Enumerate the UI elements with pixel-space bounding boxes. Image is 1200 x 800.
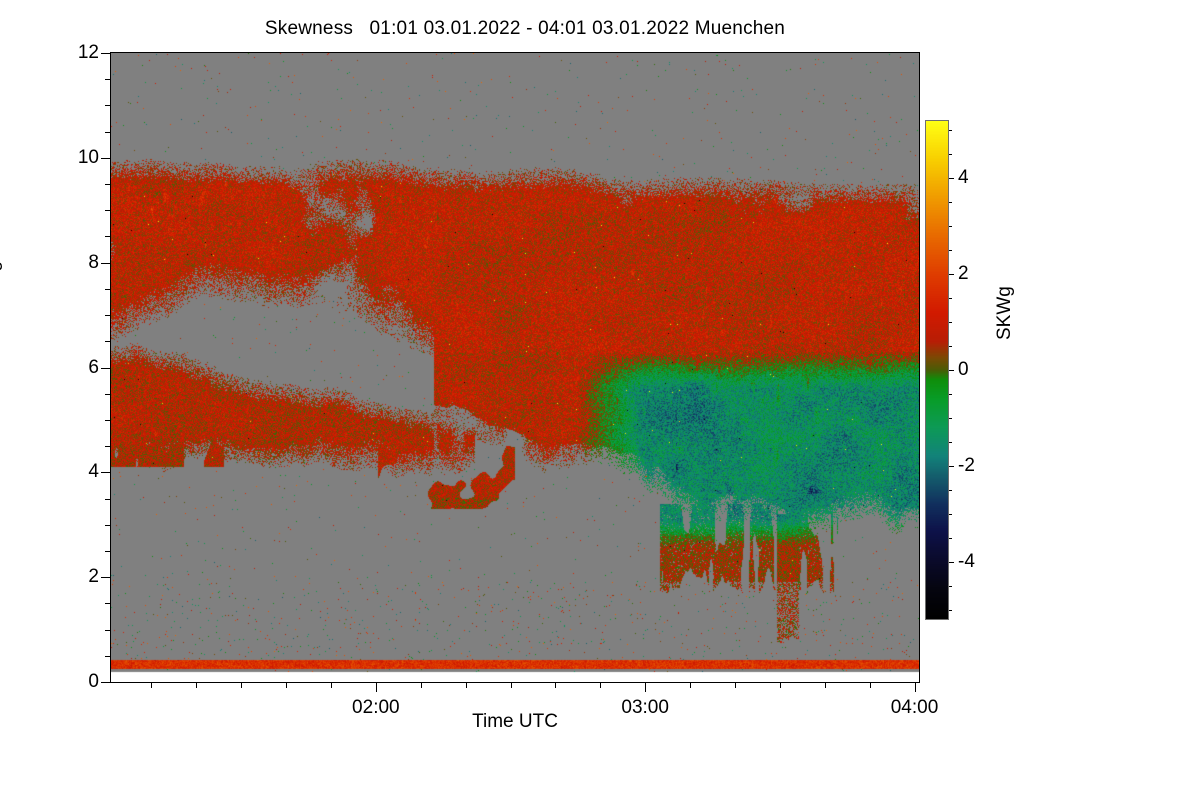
x-tick-minor (734, 683, 736, 688)
y-tick-minor (105, 288, 110, 290)
colorbar-tick-label: 0 (958, 359, 969, 380)
y-tick-minor (105, 236, 110, 238)
y-tick-minor (105, 524, 110, 526)
y-tick-minor (105, 341, 110, 343)
y-tick-major (101, 367, 110, 369)
x-tick-minor (690, 683, 692, 688)
y-tick-minor (105, 446, 110, 448)
y-axis-label: Height km (0, 214, 3, 300)
colorbar[interactable] (925, 120, 949, 620)
x-tick-minor (869, 683, 871, 688)
x-tick-minor (241, 683, 243, 688)
y-tick-minor (105, 603, 110, 605)
y-tick-major (101, 577, 110, 579)
y-tick-label: 8 (88, 251, 99, 273)
colorbar-tick-minor (949, 418, 952, 420)
x-tick-minor (555, 683, 557, 688)
x-tick-label: 02:00 (352, 697, 400, 718)
x-tick-minor (824, 683, 826, 688)
colorbar-tick-major (949, 177, 954, 179)
y-tick-minor (105, 419, 110, 421)
x-tick-minor (420, 683, 422, 688)
y-tick-minor (105, 131, 110, 133)
colorbar-tick-minor (949, 538, 952, 540)
colorbar-tick-label: 2 (958, 262, 969, 284)
y-tick-minor (105, 629, 110, 631)
x-tick-minor (286, 683, 288, 688)
x-tick-major (914, 683, 916, 692)
x-tick-major (375, 683, 377, 692)
skewness-heatmap-canvas (111, 53, 919, 682)
x-tick-minor (510, 683, 512, 688)
y-tick-major (101, 682, 110, 683)
page-title: Skewness 01:01 03.01.2022 - 04:01 03.01.… (264, 18, 786, 39)
y-tick-label: 2 (88, 566, 99, 588)
colorbar-label: SKWg (994, 286, 1015, 340)
x-tick-major (645, 683, 647, 692)
colorbar-tick-major (949, 466, 954, 468)
y-tick-minor (105, 498, 110, 500)
y-tick-minor (105, 184, 110, 186)
x-axis-label: Time UTC (472, 711, 558, 732)
y-tick-minor (105, 550, 110, 552)
colorbar-tick-minor (949, 249, 952, 251)
y-tick-minor (105, 393, 110, 395)
y-tick-label: 4 (88, 461, 99, 483)
y-tick-label: 6 (88, 356, 99, 378)
colorbar-tick-minor (949, 490, 952, 492)
x-tick-label: 04:00 (890, 697, 939, 718)
colorbar-gradient (926, 121, 948, 619)
y-tick-minor (105, 655, 110, 657)
colorbar-tick-minor (949, 201, 952, 203)
x-tick-minor (465, 683, 467, 688)
colorbar-tick-label: -4 (958, 551, 975, 573)
x-tick-label: 03:00 (621, 697, 669, 718)
y-tick-major (101, 472, 110, 474)
colorbar-tick-minor (949, 321, 952, 323)
heatmap-plot-area[interactable] (110, 52, 920, 683)
y-tick-label: 10 (77, 146, 99, 168)
colorbar-tick-minor (949, 514, 952, 516)
colorbar-tick-minor (949, 610, 952, 612)
colorbar-tick-major (949, 273, 954, 275)
y-tick-minor (105, 105, 110, 107)
y-tick-minor (105, 210, 110, 212)
colorbar-tick-major (949, 562, 954, 564)
colorbar-tick-minor (949, 129, 952, 131)
y-tick-major (101, 157, 110, 159)
x-tick-minor (151, 683, 153, 688)
y-tick-major (101, 262, 110, 264)
y-tick-label: 12 (77, 42, 99, 63)
x-tick-minor (600, 683, 602, 688)
y-tick-major (101, 53, 110, 54)
colorbar-tick-minor (949, 586, 952, 588)
colorbar-tick-label: 4 (958, 166, 969, 188)
x-tick-minor (330, 683, 332, 688)
colorbar-tick-label: -2 (958, 455, 975, 477)
y-tick-minor (105, 315, 110, 317)
colorbar-tick-minor (949, 345, 952, 347)
colorbar-tick-minor (949, 442, 952, 444)
colorbar-tick-minor (949, 297, 952, 299)
x-tick-minor (196, 683, 198, 688)
y-tick-minor (105, 79, 110, 81)
colorbar-tick-major (949, 370, 954, 371)
y-tick-label: 0 (88, 671, 99, 692)
x-tick-minor (779, 683, 781, 688)
colorbar-tick-minor (949, 394, 952, 396)
colorbar-tick-minor (949, 225, 952, 227)
colorbar-tick-minor (949, 153, 952, 155)
